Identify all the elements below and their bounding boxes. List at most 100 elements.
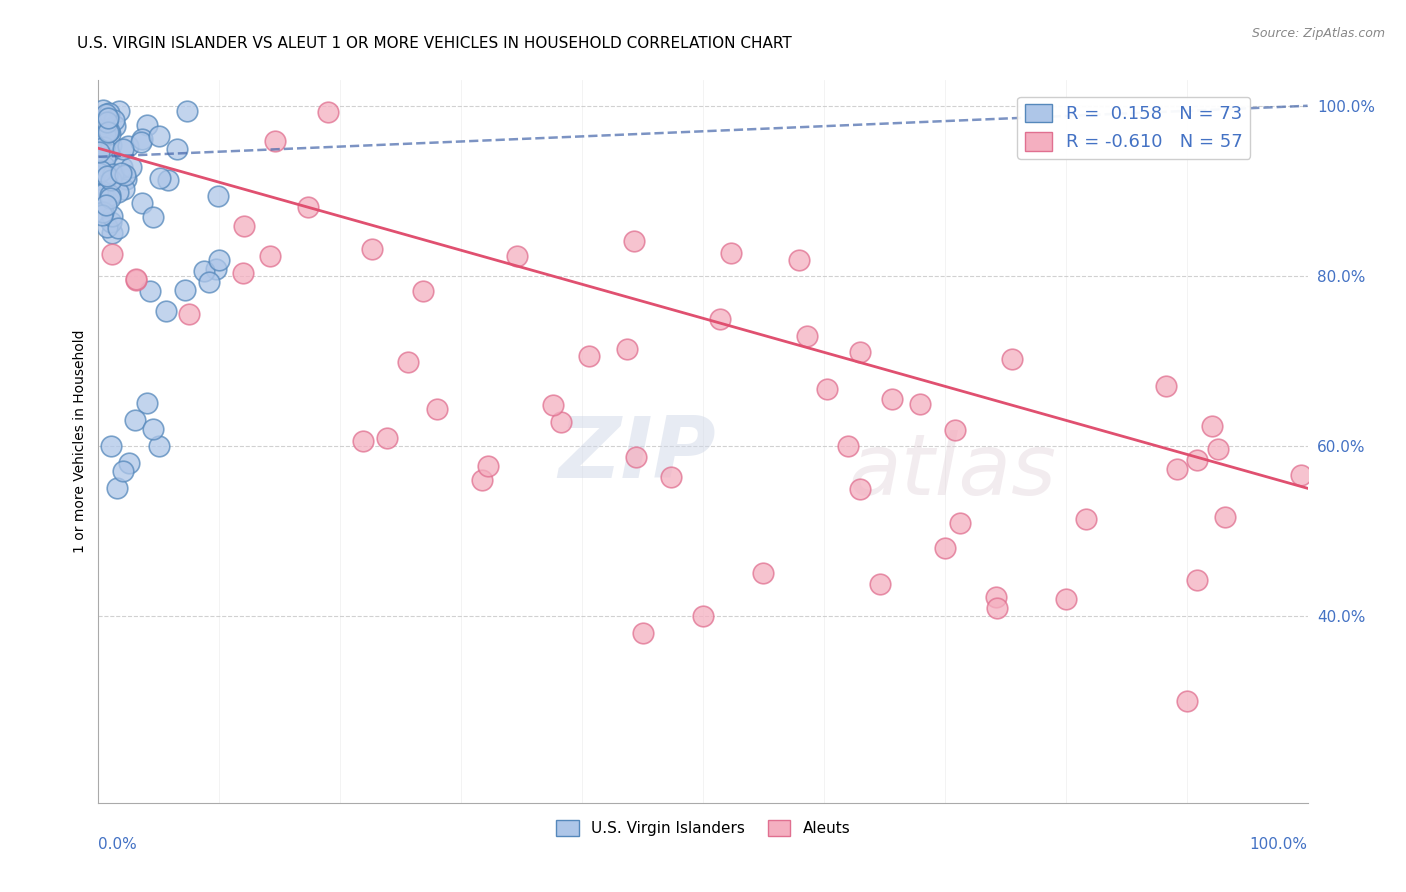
Point xyxy=(908,396,931,410)
Point xyxy=(477,458,499,473)
Point xyxy=(1054,591,1077,606)
Point xyxy=(156,173,179,187)
Point xyxy=(98,128,121,142)
Point xyxy=(97,145,120,160)
Point xyxy=(396,355,419,369)
Point xyxy=(659,469,682,483)
Point xyxy=(110,166,132,180)
Point xyxy=(91,186,114,201)
Point xyxy=(98,105,121,120)
Point xyxy=(986,590,1008,604)
Point xyxy=(412,284,434,298)
Point xyxy=(207,252,229,267)
Point xyxy=(232,266,254,280)
Point xyxy=(1185,453,1208,467)
Point xyxy=(787,253,810,268)
Point xyxy=(1175,694,1198,708)
Point xyxy=(692,608,714,623)
Point xyxy=(90,164,112,178)
Point xyxy=(1289,468,1312,483)
Point xyxy=(89,186,111,201)
Point xyxy=(934,541,956,555)
Point xyxy=(1001,351,1024,366)
Point xyxy=(91,205,114,219)
Point xyxy=(120,160,142,174)
Point xyxy=(205,262,228,277)
Point xyxy=(174,283,197,297)
Point xyxy=(111,464,134,478)
Point xyxy=(426,401,449,416)
Point xyxy=(93,140,115,154)
Point xyxy=(207,189,229,203)
Point xyxy=(89,145,111,159)
Point xyxy=(101,246,124,260)
Legend: U.S. Virgin Islanders, Aleuts: U.S. Virgin Islanders, Aleuts xyxy=(550,814,856,842)
Point xyxy=(1166,462,1188,476)
Point xyxy=(148,129,170,144)
Point xyxy=(986,601,1008,615)
Point xyxy=(97,125,120,139)
Point xyxy=(1201,419,1223,434)
Point xyxy=(87,166,110,180)
Point xyxy=(193,263,215,277)
Point xyxy=(111,142,134,156)
Point xyxy=(264,135,287,149)
Point xyxy=(796,328,818,343)
Point xyxy=(131,196,153,211)
Point xyxy=(117,139,139,153)
Point xyxy=(623,234,645,248)
Point xyxy=(541,398,564,412)
Point xyxy=(108,104,131,119)
Point xyxy=(89,136,111,150)
Point xyxy=(377,431,399,445)
Point xyxy=(1213,510,1236,524)
Point xyxy=(550,415,572,429)
Point xyxy=(142,210,165,224)
Point xyxy=(96,198,118,212)
Point xyxy=(105,481,128,495)
Point xyxy=(98,124,121,138)
Point xyxy=(107,221,129,235)
Point xyxy=(96,169,118,183)
Point xyxy=(149,171,172,186)
Point xyxy=(1208,442,1230,456)
Text: Source: ZipAtlas.com: Source: ZipAtlas.com xyxy=(1251,27,1385,40)
Point xyxy=(97,111,120,125)
Point xyxy=(155,304,177,318)
Point xyxy=(94,127,117,141)
Point xyxy=(177,307,200,321)
Text: 100.0%: 100.0% xyxy=(1250,837,1308,852)
Point xyxy=(101,167,124,181)
Point xyxy=(232,219,254,234)
Point xyxy=(752,566,775,581)
Point xyxy=(125,272,148,286)
Point xyxy=(1076,512,1098,526)
Point xyxy=(352,434,374,449)
Point xyxy=(815,383,838,397)
Point xyxy=(100,439,122,453)
Point xyxy=(470,473,492,487)
Point xyxy=(1187,573,1209,587)
Point xyxy=(318,105,340,120)
Point xyxy=(96,125,118,139)
Point xyxy=(197,275,219,289)
Point xyxy=(720,246,742,260)
Point xyxy=(96,219,118,234)
Point xyxy=(98,188,121,202)
Point xyxy=(136,118,159,132)
Point xyxy=(135,396,157,410)
Point xyxy=(124,413,146,427)
Point xyxy=(869,576,891,591)
Point xyxy=(166,142,188,156)
Point xyxy=(96,106,118,120)
Point xyxy=(837,439,859,453)
Text: atlas: atlas xyxy=(848,430,1056,513)
Point xyxy=(114,168,136,182)
Point xyxy=(176,104,198,119)
Point xyxy=(142,422,165,436)
Text: ZIP: ZIP xyxy=(558,413,716,496)
Point xyxy=(101,226,124,240)
Point xyxy=(93,160,115,174)
Point xyxy=(93,151,115,165)
Text: 0.0%: 0.0% xyxy=(98,837,138,852)
